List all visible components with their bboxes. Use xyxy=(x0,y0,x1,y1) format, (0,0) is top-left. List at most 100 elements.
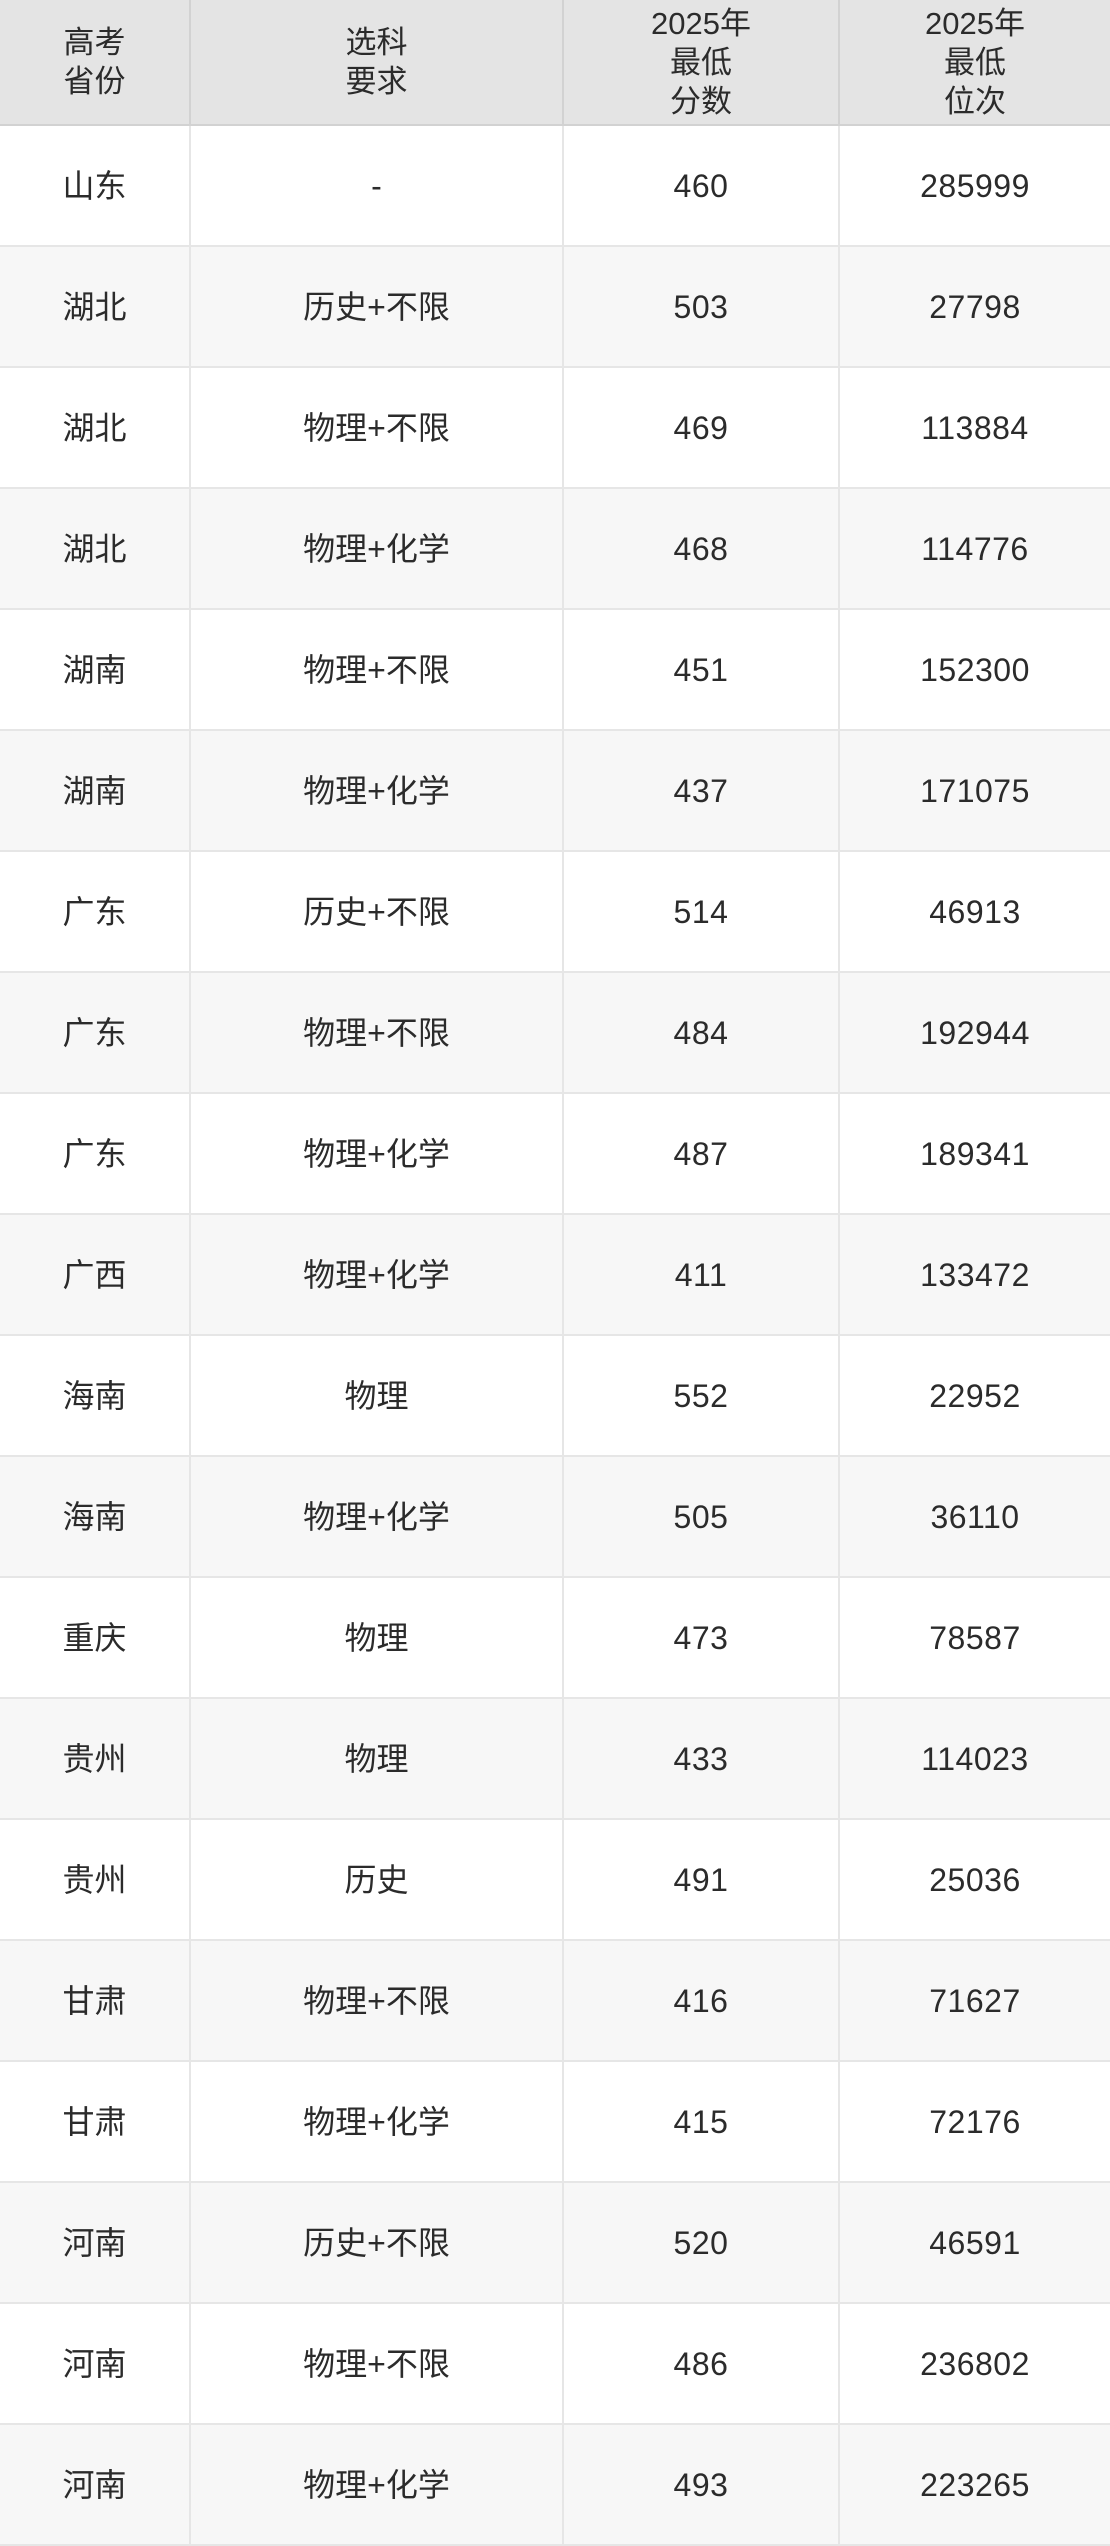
cell-subject-requirement: 物理+不限 xyxy=(190,972,564,1094)
cell-min-score: 469 xyxy=(563,367,840,489)
table-body: 山东 -460 285999 湖北 历史+不限 503 27798 湖北 物理+不限 469 113… xyxy=(0,125,1110,2546)
table-header: 高考 省份 选科 要求 2025年 最低 分数 2025年 最低 位次 xyxy=(0,0,1110,126)
table-row: 河南 历史+不限 520 46591 xyxy=(0,2182,1110,2304)
cell-subject-requirement: 历史 xyxy=(190,1819,564,1941)
header-line: 要求 xyxy=(345,64,408,99)
cell-province: 湖北 xyxy=(0,367,191,489)
cell-province: 河南 xyxy=(0,2182,191,2304)
header-line: 2025年 xyxy=(925,5,1025,41)
cell-province: 广东 xyxy=(0,851,191,973)
table-row: 湖南 物理+化学 437 171075 xyxy=(0,730,1110,852)
cell-min-rank: 71627 xyxy=(839,1940,1110,2062)
header-line: 位次 xyxy=(944,83,1006,119)
table-row: 海南 物理+化学 505 36110 xyxy=(0,1456,1110,1578)
cell-subject-requirement: 物理+不限 xyxy=(190,2303,564,2425)
cell-province: 河南 xyxy=(0,2303,191,2425)
cell-min-score: 487 xyxy=(563,1093,840,1215)
cell-min-score: 484 xyxy=(563,972,840,1094)
cell-min-rank: 114776 xyxy=(839,488,1110,610)
table-row: 广东 物理+化学 487 189341 xyxy=(0,1093,1110,1215)
table-row: 河南 物理+化学 493 223265 xyxy=(0,2424,1110,2546)
cell-province: 湖北 xyxy=(0,246,191,368)
table-row: 贵州 物理 433 114023 xyxy=(0,1698,1110,1820)
cell-subject-requirement: 物理 xyxy=(190,1577,564,1699)
table-row: 湖南 物理+不限 451 152300 xyxy=(0,609,1110,731)
cell-subject-requirement: 物理+化学 xyxy=(190,2424,564,2546)
cell-min-score: 437 xyxy=(563,730,840,852)
table-row: 广东 历史+不限 514 46913 xyxy=(0,851,1110,973)
cell-subject-requirement: 历史+不限 xyxy=(190,851,564,973)
cell-province: 广西 xyxy=(0,1214,191,1336)
column-header-min-score: 2025年 最低 分数 xyxy=(563,0,840,126)
cell-min-score: 451 xyxy=(563,609,840,731)
cell-min-score: 473 xyxy=(563,1577,840,1699)
column-header-min-rank: 2025年 最低 位次 xyxy=(839,0,1110,126)
cell-min-score: 415 xyxy=(563,2061,840,2183)
table-row: 湖北 物理+化学 468 114776 xyxy=(0,488,1110,610)
cell-min-rank: 133472 xyxy=(839,1214,1110,1336)
table-row: 湖北 历史+不限 503 27798 xyxy=(0,246,1110,368)
table-row: 河南 物理+不限 486 236802 xyxy=(0,2303,1110,2425)
header-line: 2025年 xyxy=(651,5,751,41)
header-line: 省份 xyxy=(63,64,126,99)
cell-province: 湖北 xyxy=(0,488,191,610)
header-line: 选科 xyxy=(345,25,408,60)
table-row: 广西 物理+化学 411 133472 xyxy=(0,1214,1110,1336)
cell-subject-requirement: 历史+不限 xyxy=(190,2182,564,2304)
table-row: 贵州 历史 491 25036 xyxy=(0,1819,1110,1941)
cell-min-rank: 46913 xyxy=(839,851,1110,973)
cell-min-score: 505 xyxy=(563,1456,840,1578)
cell-min-rank: 223265 xyxy=(839,2424,1110,2546)
cell-province: 贵州 xyxy=(0,1819,191,1941)
cell-province: 海南 xyxy=(0,1335,191,1457)
cell-min-rank: 171075 xyxy=(839,730,1110,852)
cell-subject-requirement: 物理+化学 xyxy=(190,730,564,852)
column-header-province: 高考 省份 xyxy=(0,0,191,126)
cell-min-score: 503 xyxy=(563,246,840,368)
cell-min-rank: 236802 xyxy=(839,2303,1110,2425)
cell-subject-requirement: 物理+化学 xyxy=(190,2061,564,2183)
cell-subject-requirement: 物理+不限 xyxy=(190,609,564,731)
cell-min-score: 468 xyxy=(563,488,840,610)
column-header-subject-requirement: 选科 要求 xyxy=(190,0,564,126)
header-line: 最低 xyxy=(944,44,1006,80)
table-row: 甘肃 物理+不限 416 71627 xyxy=(0,1940,1110,2062)
cell-min-rank: 22952 xyxy=(839,1335,1110,1457)
cell-min-score: 433 xyxy=(563,1698,840,1820)
cell-min-rank: 36110 xyxy=(839,1456,1110,1578)
cell-min-rank: 189341 xyxy=(839,1093,1110,1215)
cell-subject-requirement: 物理+化学 xyxy=(190,1456,564,1578)
cell-subject-requirement: 物理+化学 xyxy=(190,488,564,610)
cell-min-score: 486 xyxy=(563,2303,840,2425)
cell-min-score: 460 xyxy=(563,125,840,247)
cell-subject-requirement: - xyxy=(190,125,564,247)
cell-province: 湖南 xyxy=(0,609,191,731)
cell-min-rank: 78587 xyxy=(839,1577,1110,1699)
header-line: 高考 xyxy=(63,25,126,60)
cell-min-rank: 113884 xyxy=(839,367,1110,489)
cell-province: 湖南 xyxy=(0,730,191,852)
cell-min-rank: 46591 xyxy=(839,2182,1110,2304)
cell-min-score: 416 xyxy=(563,1940,840,2062)
cell-min-score: 552 xyxy=(563,1335,840,1457)
cell-subject-requirement: 物理+化学 xyxy=(190,1093,564,1215)
cell-province: 甘肃 xyxy=(0,2061,191,2183)
cell-province: 甘肃 xyxy=(0,1940,191,2062)
cell-subject-requirement: 历史+不限 xyxy=(190,246,564,368)
table-row: 海南 物理 552 22952 xyxy=(0,1335,1110,1457)
cell-min-score: 491 xyxy=(563,1819,840,1941)
cell-province: 重庆 xyxy=(0,1577,191,1699)
cell-subject-requirement: 物理+不限 xyxy=(190,367,564,489)
cell-subject-requirement: 物理+不限 xyxy=(190,1940,564,2062)
cell-province: 贵州 xyxy=(0,1698,191,1820)
cell-min-rank: 27798 xyxy=(839,246,1110,368)
cell-subject-requirement: 物理 xyxy=(190,1698,564,1820)
cell-province: 河南 xyxy=(0,2424,191,2546)
header-line: 最低 xyxy=(670,44,732,80)
table-row: 广东 物理+不限 484 192944 xyxy=(0,972,1110,1094)
cell-min-rank: 25036 xyxy=(839,1819,1110,1941)
cell-min-score: 514 xyxy=(563,851,840,973)
table-row: 甘肃 物理+化学 415 72176 xyxy=(0,2061,1110,2183)
cell-province: 山东 xyxy=(0,125,191,247)
